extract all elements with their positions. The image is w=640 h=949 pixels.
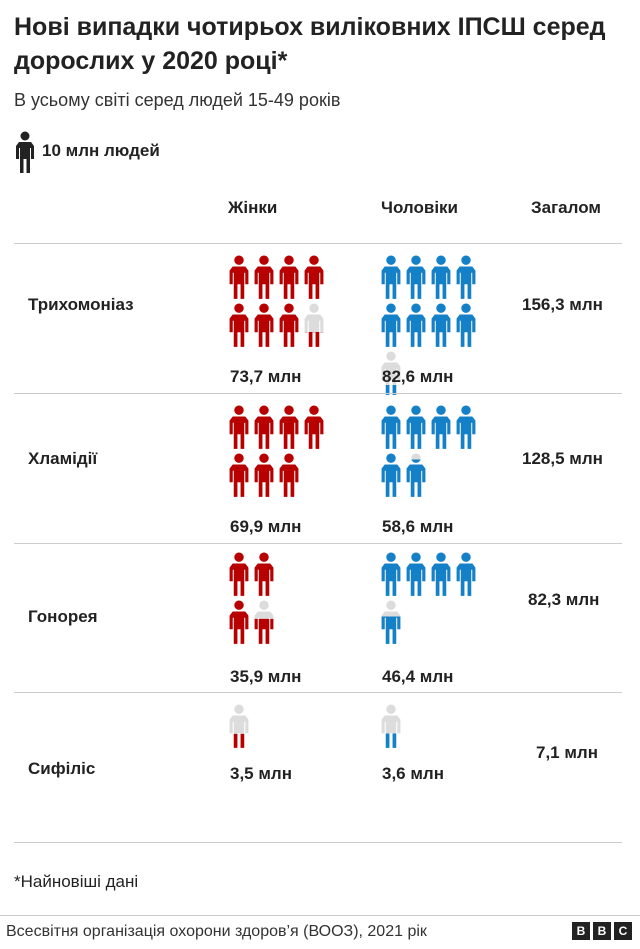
- person-icon: [380, 552, 402, 598]
- person-icon: [228, 255, 250, 301]
- person-icon: [303, 255, 325, 301]
- person-icon: [278, 303, 300, 349]
- person-icon: [405, 255, 427, 301]
- person-icon: [278, 405, 300, 451]
- value-women: 73,7 млн: [230, 367, 302, 386]
- person-icon: [228, 405, 250, 451]
- row-label: Трихомоніаз: [28, 295, 134, 314]
- row-divider: [14, 543, 622, 544]
- column-header-men: Чоловіки: [381, 198, 458, 217]
- person-icon: [380, 453, 402, 499]
- value-men: 82,6 млн: [382, 367, 454, 386]
- person-icon: [253, 303, 275, 349]
- person-icon: [278, 255, 300, 301]
- bbc-logo: B B C: [572, 922, 632, 940]
- value-women: 69,9 млн: [230, 517, 302, 536]
- person-icon: [380, 600, 402, 646]
- column-header-women: Жінки: [228, 198, 278, 217]
- person-icon: [405, 405, 427, 451]
- source: Всесвітня організація охорони здоров’я (…: [6, 923, 427, 940]
- person-icon: [253, 255, 275, 301]
- logo-letter: C: [614, 922, 632, 940]
- logo-letter: B: [572, 922, 590, 940]
- row-divider: [14, 692, 622, 693]
- person-icon: [228, 453, 250, 499]
- person-icon: [253, 453, 275, 499]
- value-men: 46,4 млн: [382, 667, 454, 686]
- person-icon: [278, 453, 300, 499]
- chart-subtitle: В усьому світі серед людей 15-49 років: [14, 90, 341, 110]
- value-women: 35,9 млн: [230, 667, 302, 686]
- logo-letter: B: [593, 922, 611, 940]
- footer-divider: [0, 915, 640, 916]
- chart-title: Нові випадки чотирьох виліковних ІПСШ се…: [14, 13, 606, 75]
- person-icon: [253, 405, 275, 451]
- value-men: 3,6 млн: [382, 764, 444, 783]
- person-icon: [380, 303, 402, 349]
- row-label: Сифіліс: [28, 759, 96, 778]
- row-label: Гонорея: [28, 607, 98, 626]
- person-icon: [405, 453, 427, 499]
- value-total: 7,1 млн: [536, 743, 598, 762]
- person-icon: [455, 303, 477, 349]
- value-total: 128,5 млн: [522, 449, 603, 468]
- value-women: 3,5 млн: [230, 764, 292, 783]
- person-icon: [380, 704, 402, 750]
- person-icon: [430, 303, 452, 349]
- person-icon: [253, 600, 275, 646]
- person-icon: [253, 552, 275, 598]
- value-total: 82,3 млн: [528, 590, 600, 609]
- person-icon: [228, 600, 250, 646]
- value-total: 156,3 млн: [522, 295, 603, 314]
- person-icon: [228, 704, 250, 750]
- row-label: Хламідії: [28, 449, 98, 468]
- person-icon: [303, 405, 325, 451]
- column-header-total: Загалом: [531, 198, 601, 217]
- person-icon: [14, 131, 36, 180]
- person-icon: [405, 552, 427, 598]
- value-men: 58,6 млн: [382, 517, 454, 536]
- row-divider: [14, 393, 622, 394]
- person-icon: [455, 405, 477, 451]
- person-icon: [380, 255, 402, 301]
- legend-label: 10 млн людей: [42, 141, 160, 160]
- person-icon: [380, 351, 402, 397]
- person-icon: [380, 405, 402, 451]
- row-divider: [14, 842, 622, 843]
- footnote: *Найновіші дані: [14, 872, 139, 891]
- person-icon: [430, 552, 452, 598]
- person-icon: [455, 255, 477, 301]
- person-icon: [405, 303, 427, 349]
- person-icon: [303, 303, 325, 349]
- person-icon: [430, 405, 452, 451]
- row-divider: [14, 243, 622, 244]
- person-icon: [430, 255, 452, 301]
- person-icon: [228, 552, 250, 598]
- person-icon: [455, 552, 477, 598]
- person-icon: [228, 303, 250, 349]
